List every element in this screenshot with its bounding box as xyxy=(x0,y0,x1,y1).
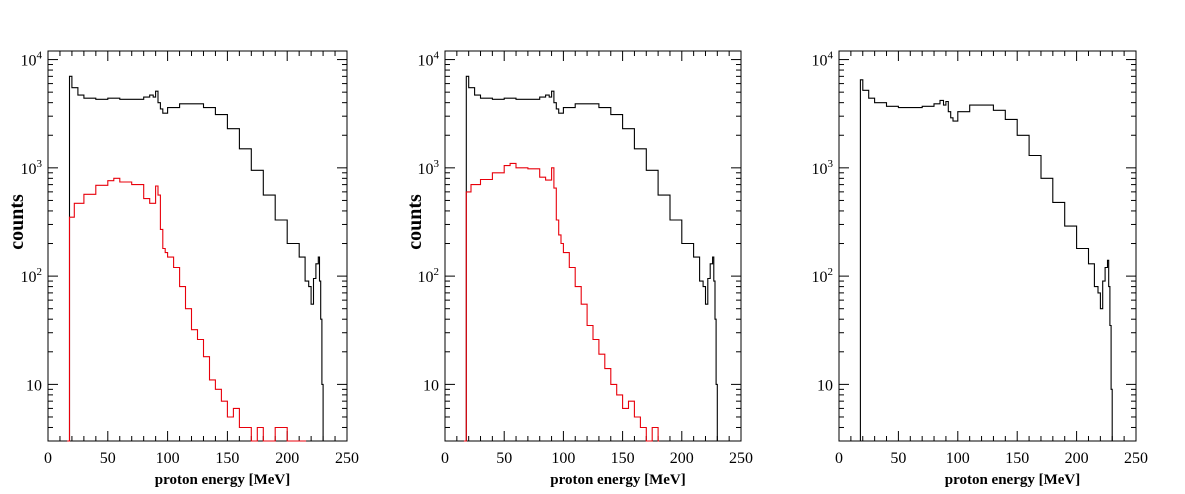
x-tick-label: 150 xyxy=(611,450,635,467)
x-tick-label: 250 xyxy=(729,450,753,467)
x-tick-label: 0 xyxy=(441,450,449,467)
y-tick-label: 102 xyxy=(812,266,834,286)
x-tick-label: 50 xyxy=(100,450,116,467)
x-tick-label: 50 xyxy=(890,450,906,467)
plot-frame xyxy=(47,50,348,442)
y-tick-label-exponent: 2 xyxy=(37,266,43,278)
x-axis-title: proton energy [MeV] xyxy=(945,472,1081,488)
series-line-1 xyxy=(858,79,1115,442)
plot-frame xyxy=(444,50,742,442)
series-line-2 xyxy=(67,177,307,442)
y-tick-label-exponent: 3 xyxy=(828,158,834,170)
y-tick-label-base: 10 xyxy=(418,161,434,178)
x-tick-label: 100 xyxy=(156,450,180,467)
y-tick-label: 102 xyxy=(418,266,440,286)
x-tick-label: 0 xyxy=(44,450,52,467)
y-tick-label: 10 xyxy=(26,377,42,394)
series-line-1 xyxy=(463,75,720,442)
x-axis-title: proton energy [MeV] xyxy=(550,472,686,488)
y-tick-label-base: 10 xyxy=(812,269,828,286)
y-tick-label: 10 xyxy=(423,377,439,394)
x-tick-label: 50 xyxy=(496,450,512,467)
y-tick-label-exponent: 2 xyxy=(434,266,440,278)
y-tick-label: 102 xyxy=(21,266,43,286)
x-tick-label: 250 xyxy=(1124,450,1148,467)
y-tick-label: 103 xyxy=(418,158,440,178)
y-tick-label-exponent: 2 xyxy=(828,266,834,278)
y-tick-label: 103 xyxy=(812,158,834,178)
y-tick-label-base: 10 xyxy=(21,269,37,286)
x-tick-label: 200 xyxy=(670,450,694,467)
y-tick-label: 104 xyxy=(812,50,834,70)
y-tick-label-base: 10 xyxy=(418,269,434,286)
x-tick-label: 150 xyxy=(1005,450,1029,467)
x-axis-title: proton energy [MeV] xyxy=(155,472,291,488)
x-tick-label: 150 xyxy=(215,450,239,467)
x-tick-label: 0 xyxy=(835,450,843,467)
x-tick-label: 250 xyxy=(335,450,359,467)
y-tick-label-exponent: 3 xyxy=(37,158,43,170)
y-tick-label: 104 xyxy=(418,50,440,70)
series-line-1 xyxy=(67,75,326,442)
y-tick-label-base: 10 xyxy=(812,53,828,70)
x-tick-label: 100 xyxy=(946,450,970,467)
y-tick-label-exponent: 4 xyxy=(434,50,440,62)
x-tick-label: 200 xyxy=(275,450,299,467)
x-tick-label: 200 xyxy=(1065,450,1089,467)
x-tick-label: 100 xyxy=(551,450,575,467)
y-tick-label-base: 10 xyxy=(21,53,37,70)
y-tick-label: 103 xyxy=(21,158,43,178)
y-tick-label-base: 10 xyxy=(423,377,439,394)
plot-frame xyxy=(838,50,1137,442)
y-tick-label-exponent: 4 xyxy=(828,50,834,62)
y-tick-label-exponent: 3 xyxy=(434,158,440,170)
series-line-2 xyxy=(463,162,660,442)
y-tick-label: 10 xyxy=(817,377,833,394)
y-axis-title: counts xyxy=(404,194,426,250)
y-tick-label: 104 xyxy=(21,50,43,70)
y-axis-title: counts xyxy=(6,194,28,250)
y-tick-label-exponent: 4 xyxy=(37,50,43,62)
y-tick-label-base: 10 xyxy=(21,161,37,178)
y-tick-label-base: 10 xyxy=(817,377,833,394)
y-tick-label-base: 10 xyxy=(418,53,434,70)
y-tick-label-base: 10 xyxy=(812,161,828,178)
y-tick-label-base: 10 xyxy=(26,377,42,394)
